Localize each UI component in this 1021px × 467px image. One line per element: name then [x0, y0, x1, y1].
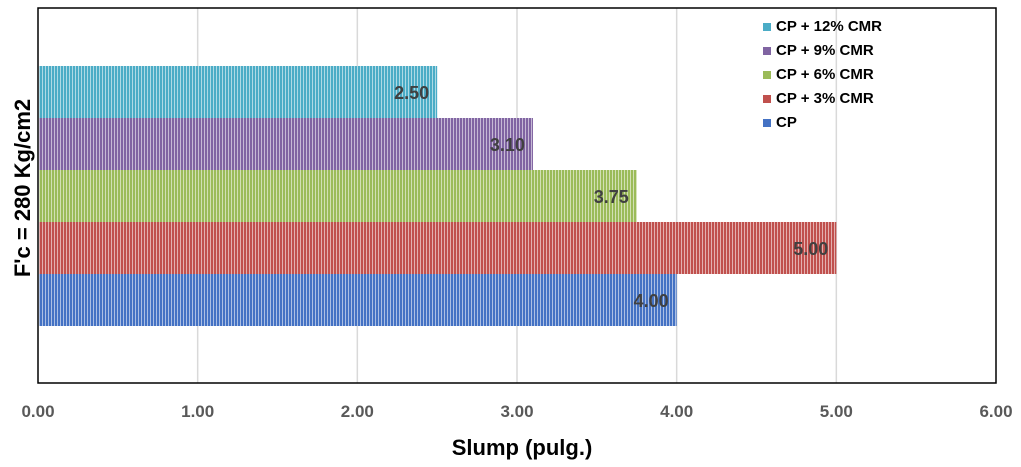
plot-border: [37, 7, 997, 384]
bar-texture-4: [39, 118, 533, 170]
data-label: 3.75: [594, 187, 629, 207]
x-tick-label: 1.00: [181, 402, 214, 421]
data-labels: 4.00 5.00 3.75 3.10 2.50: [394, 83, 828, 311]
x-axis-title: Slump (pulg.): [452, 435, 593, 460]
bar-texture-2: [39, 222, 837, 274]
legend-swatch: [763, 47, 771, 55]
data-label: 3.10: [490, 135, 525, 155]
y-axis-title: F'c = 280 Kg/cm2: [10, 99, 35, 277]
x-tick-label: 2.00: [341, 402, 374, 421]
bar-texture-1: [39, 274, 677, 326]
x-tick-label: 5.00: [820, 402, 853, 421]
legend-swatch: [763, 23, 771, 31]
data-label: 5.00: [793, 239, 828, 259]
bar-texture-3: [39, 170, 637, 222]
x-tick-label: 6.00: [979, 402, 1012, 421]
legend-label: CP + 12% CMR: [776, 18, 882, 35]
axes: 0.00 1.00 2.00 3.00 4.00 5.00 6.00: [21, 7, 1013, 421]
legend: CP + 12% CMR CP + 9% CMR CP + 6% CMR CP + 3…: [763, 18, 882, 131]
legend-label: CP + 6% CMR: [776, 66, 874, 83]
x-tick-label: 4.00: [660, 402, 693, 421]
legend-swatch: [763, 95, 771, 103]
legend-label: CP: [776, 114, 797, 131]
data-label: 4.00: [634, 291, 669, 311]
legend-label: CP + 9% CMR: [776, 42, 874, 59]
legend-swatch: [763, 119, 771, 127]
bar-texture-5: [39, 66, 438, 118]
data-label: 2.50: [394, 83, 429, 103]
x-tick-label: 0.00: [21, 402, 54, 421]
legend-swatch: [763, 71, 771, 79]
x-tick-label: 3.00: [500, 402, 533, 421]
legend-label: CP + 3% CMR: [776, 90, 874, 107]
bars: [39, 66, 837, 326]
